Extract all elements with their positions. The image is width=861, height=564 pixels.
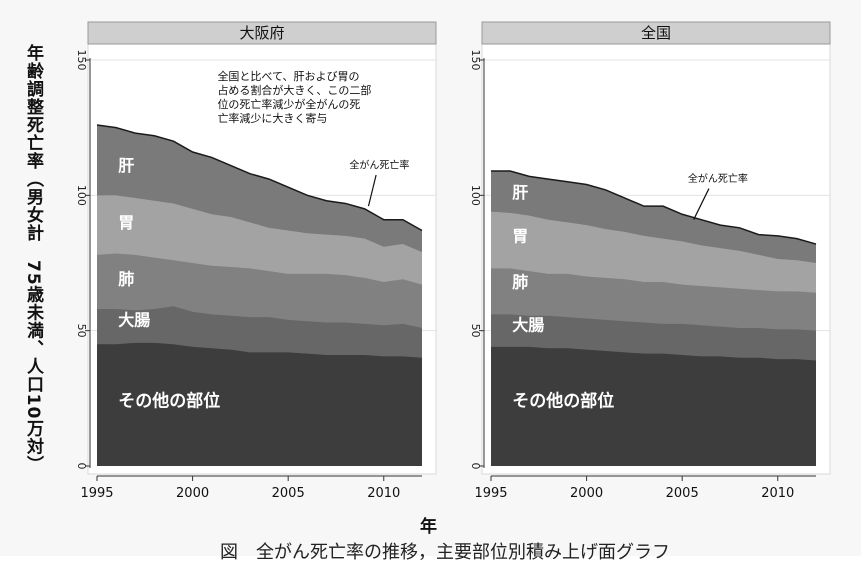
x-tick-label: 2010 bbox=[761, 486, 794, 501]
layer-label: その他の部位 bbox=[512, 390, 614, 411]
y-tick-label: 150 bbox=[75, 50, 88, 71]
layer-label: 肝 bbox=[118, 156, 134, 175]
y-tick-label: 150 bbox=[469, 50, 482, 71]
figure-caption: 図 全がん死亡率の推移，主要部位別積み上げ面グラフ bbox=[220, 542, 670, 563]
x-tick-label: 2005 bbox=[272, 486, 305, 501]
total-line bbox=[491, 170, 817, 245]
layer-label: 胃 bbox=[118, 213, 134, 232]
y-axis-label: 年齢調整死亡率（男女計 75歳未満、人口10万対） bbox=[23, 44, 43, 474]
y-tick-label: 50 bbox=[75, 324, 88, 338]
x-tick-label: 2000 bbox=[176, 486, 209, 501]
y-tick-label: 0 bbox=[469, 463, 482, 470]
y-tick-label: 50 bbox=[469, 324, 482, 338]
panel-title-strip bbox=[87, 21, 437, 45]
panel-title: 全国 bbox=[641, 24, 671, 42]
panel-annotation: 全国と比べて、肝および胃の占める割合が大きく、この二部位の死亡率減少が全がんの死… bbox=[217, 69, 371, 125]
panel-title: 大阪府 bbox=[239, 24, 284, 42]
x-tick-label: 1995 bbox=[474, 486, 507, 501]
layer-label: 大腸 bbox=[118, 310, 150, 329]
y-tick-label: 100 bbox=[75, 185, 88, 206]
x-axis-label: 年 bbox=[420, 517, 437, 537]
x-tick-label: 2000 bbox=[570, 486, 603, 501]
total-label: 全がん死亡率 bbox=[688, 172, 748, 185]
total-pointer bbox=[693, 188, 710, 220]
total-line bbox=[96, 124, 423, 232]
total-pointer bbox=[367, 174, 377, 207]
area-その他の部位 bbox=[97, 342, 422, 466]
layer-label: 胃 bbox=[512, 226, 528, 245]
x-tick-label: 1995 bbox=[80, 486, 113, 501]
layer-label: 大腸 bbox=[512, 316, 544, 335]
x-tick-label: 2010 bbox=[367, 486, 400, 501]
area-その他の部位 bbox=[491, 346, 816, 466]
x-tick-label: 2005 bbox=[666, 486, 699, 501]
y-tick-label: 100 bbox=[469, 185, 482, 206]
layer-label: 肺 bbox=[118, 270, 134, 289]
layer-label: 肺 bbox=[512, 272, 528, 291]
layer-label: その他の部位 bbox=[118, 390, 220, 411]
layer-label: 肝 bbox=[512, 183, 528, 202]
total-label: 全がん死亡率 bbox=[349, 158, 409, 171]
panel-title-strip bbox=[481, 21, 831, 45]
y-tick-label: 0 bbox=[75, 463, 88, 470]
